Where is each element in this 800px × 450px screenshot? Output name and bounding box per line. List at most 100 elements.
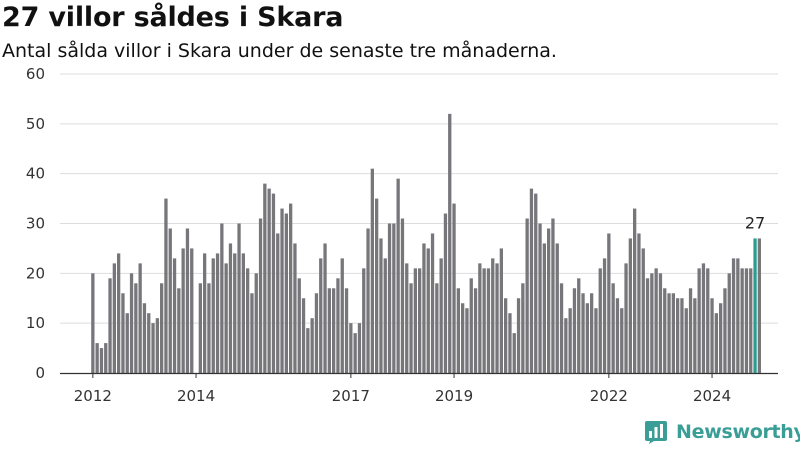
x-axis: 2012 2014 2017 2019 2022 2024 <box>60 372 778 405</box>
bar <box>615 298 620 373</box>
bar <box>667 293 671 373</box>
bar <box>392 223 396 373</box>
bar <box>280 208 284 373</box>
bar <box>637 233 641 373</box>
y-tick-label: 30 <box>26 215 45 233</box>
y-tick-label: 60 <box>26 65 45 83</box>
bar <box>147 313 151 373</box>
bar <box>375 198 379 373</box>
bar <box>422 243 426 373</box>
highlight-value-label: 27 <box>745 213 765 232</box>
bar <box>190 248 194 373</box>
bar <box>624 263 628 373</box>
bar <box>99 348 104 373</box>
bar <box>598 268 602 373</box>
bar <box>203 253 207 373</box>
bar <box>301 298 306 373</box>
bar <box>125 313 129 373</box>
bar <box>430 233 435 373</box>
bar <box>572 288 577 373</box>
bar <box>418 268 422 373</box>
bar <box>332 288 336 373</box>
bar <box>551 218 555 373</box>
bar <box>276 233 280 373</box>
bar <box>495 263 499 373</box>
bar <box>645 278 650 373</box>
bar <box>504 298 508 373</box>
bar <box>525 218 529 373</box>
bar <box>473 288 478 373</box>
bar <box>185 228 190 373</box>
bar <box>319 258 323 373</box>
bar <box>585 303 589 373</box>
bar <box>379 238 383 373</box>
bar <box>134 283 138 373</box>
x-tick-label: 2022 <box>590 387 628 405</box>
bar <box>160 283 164 373</box>
bar <box>701 263 706 373</box>
bar <box>719 303 723 373</box>
bar <box>633 208 637 373</box>
bar <box>258 218 263 373</box>
bar <box>443 213 448 373</box>
bar <box>198 283 202 373</box>
bar <box>220 223 224 373</box>
bar <box>327 288 331 373</box>
bar-chart-logo-icon <box>645 421 667 444</box>
bar <box>241 253 245 373</box>
bar <box>151 323 155 373</box>
bar <box>465 308 469 373</box>
bar <box>336 278 340 373</box>
bar <box>237 223 241 373</box>
bar <box>620 308 624 373</box>
bar <box>215 253 220 373</box>
bar <box>521 283 525 373</box>
bar <box>108 278 112 373</box>
x-tick-label: 2019 <box>435 387 473 405</box>
bar <box>323 243 327 373</box>
bar <box>366 228 370 373</box>
bar <box>439 258 443 373</box>
bar <box>577 278 581 373</box>
y-tick-label: 10 <box>26 314 45 332</box>
bar <box>590 293 594 373</box>
bar <box>663 288 667 373</box>
bar <box>117 253 121 373</box>
bar <box>297 278 301 373</box>
bar <box>714 313 718 373</box>
bar <box>736 258 740 373</box>
bar <box>362 268 366 373</box>
x-tick-label: 2012 <box>74 387 112 405</box>
bar <box>138 263 142 373</box>
bar <box>233 253 237 373</box>
x-tick-label: 2017 <box>332 387 370 405</box>
bar <box>723 288 727 373</box>
bar <box>224 263 228 373</box>
bar <box>177 288 181 373</box>
bar <box>383 258 387 373</box>
bar <box>499 248 503 373</box>
bar <box>486 268 491 373</box>
bar <box>349 323 353 373</box>
bar <box>448 113 452 374</box>
bar <box>684 308 688 373</box>
bar <box>693 298 697 373</box>
bar <box>516 298 521 373</box>
bar <box>628 238 632 373</box>
bar <box>400 218 405 373</box>
bar <box>181 248 185 373</box>
bar <box>478 263 482 373</box>
bar <box>405 263 409 373</box>
y-axis-labels: 0 10 20 30 40 50 60 <box>26 65 45 382</box>
chart-title: 27 villor såldes i Skara <box>2 2 344 33</box>
bar <box>254 273 258 373</box>
bar <box>680 298 684 373</box>
bar <box>469 278 473 373</box>
bar <box>534 193 538 373</box>
bar <box>263 183 267 373</box>
bar <box>452 203 456 373</box>
bar <box>731 258 736 373</box>
bars <box>91 113 761 374</box>
bar <box>559 283 564 373</box>
